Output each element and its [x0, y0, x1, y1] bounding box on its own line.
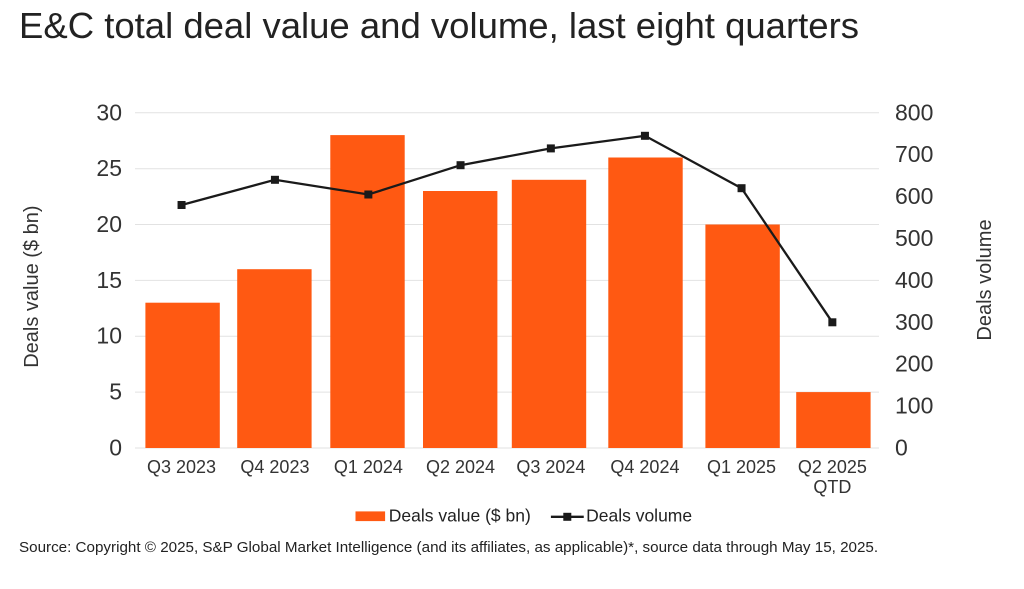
svg-text:Deals volume: Deals volume — [586, 506, 692, 526]
svg-text:Q3 2024: Q3 2024 — [516, 457, 585, 477]
svg-text:Deals volume: Deals volume — [974, 219, 996, 340]
svg-text:25: 25 — [96, 155, 122, 181]
svg-text:Deals value ($ bn): Deals value ($ bn) — [389, 506, 531, 526]
svg-text:500: 500 — [895, 225, 933, 251]
svg-text:300: 300 — [895, 309, 933, 335]
svg-text:600: 600 — [895, 183, 933, 209]
svg-text:10: 10 — [96, 323, 122, 349]
svg-text:Q2 2025: Q2 2025 — [798, 457, 867, 477]
svg-text:200: 200 — [895, 351, 933, 377]
svg-text:15: 15 — [96, 267, 122, 293]
svg-text:0: 0 — [109, 435, 122, 461]
svg-text:0: 0 — [895, 435, 908, 461]
svg-text:Deals value ($ bn): Deals value ($ bn) — [21, 205, 43, 367]
svg-text:100: 100 — [895, 393, 933, 419]
svg-text:5: 5 — [109, 379, 122, 405]
svg-text:800: 800 — [895, 100, 933, 126]
svg-text:Q4 2023: Q4 2023 — [240, 457, 309, 477]
svg-text:Q3 2023: Q3 2023 — [147, 457, 216, 477]
svg-text:Q1 2024: Q1 2024 — [334, 457, 403, 477]
svg-text:Q2 2024: Q2 2024 — [426, 457, 495, 477]
svg-text:700: 700 — [895, 141, 933, 167]
svg-text:QTD: QTD — [813, 477, 851, 497]
svg-text:400: 400 — [895, 267, 933, 293]
svg-text:Q1 2025: Q1 2025 — [707, 457, 776, 477]
svg-text:30: 30 — [96, 100, 122, 126]
svg-text:20: 20 — [96, 211, 122, 237]
svg-text:Q4 2024: Q4 2024 — [610, 457, 679, 477]
